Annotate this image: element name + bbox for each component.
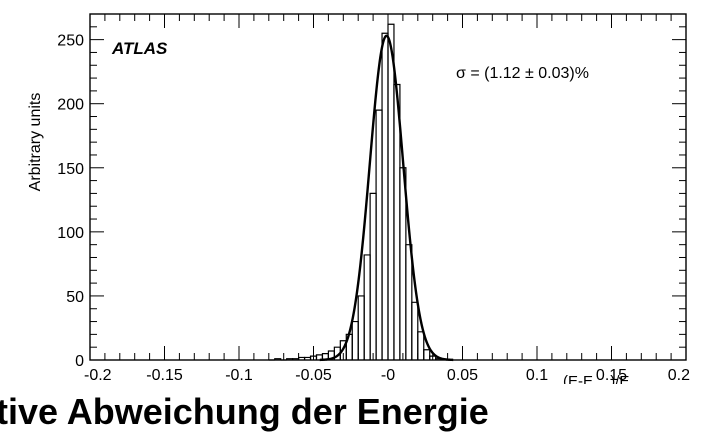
histogram-bin [369,192,377,360]
x-tick-label: -0.1 [225,367,253,384]
sigma-annotation: σ = (1.12 ± 0.03)% [456,65,589,82]
histogram-bin [274,358,282,360]
x-tick-label: -0.15 [146,367,183,384]
histogram-bin [417,331,425,360]
brand-label: ATLAS [111,39,168,58]
histogram-bin [357,295,365,360]
x-tick-label: -0.05 [295,367,332,384]
x-tick-label: 0.2 [668,367,690,384]
x-tick-label: -0 [381,367,395,384]
y-tick-label: 250 [57,33,84,50]
histogram-bin [429,355,437,360]
y-tick-label: 0 [75,353,84,370]
histogram-bin [423,349,431,360]
y-tick-label: 100 [57,225,84,242]
x-tick-label: 0.1 [526,367,548,384]
histogram-bin [411,301,419,360]
histogram-series [268,23,443,361]
histogram-bin [351,320,359,360]
histogram-bin [381,32,389,360]
x-tick-label: 0.05 [447,367,478,384]
gaussian-fit-series [319,34,454,362]
y-axis: 0 50 100 150 200 250 [57,13,686,370]
x-axis-label-pre: (E-E [563,373,593,384]
y-tick-label: 150 [57,161,84,178]
slide-caption: lative Abweichung der Energie [0,391,489,432]
x-axis: -0.2 -0.15 -0.1 -0.05 -0 0.05 0.1 0.15 0.2 [84,14,690,384]
y-axis-label: Arbitrary units [27,93,44,192]
gaussian-fit-curve [319,34,454,362]
x-tick-label: -0.2 [84,367,112,384]
x-axis-label: (E-Etrue)/Etrue [563,373,647,384]
histogram-bin [375,109,383,360]
x-tick-label: 0.15 [596,367,627,384]
x-axis-label-mid: )/E [610,373,629,384]
y-tick-label: 50 [66,289,84,306]
histogram-bin [387,23,395,360]
histogram-bin [363,254,371,360]
histogram-bin [405,244,413,360]
histogram-chart: 0 50 100 150 200 250 -0.2 -0.15 -0.1 -0.05 -0 0.05… [27,13,690,384]
y-tick-label: 200 [57,97,84,114]
